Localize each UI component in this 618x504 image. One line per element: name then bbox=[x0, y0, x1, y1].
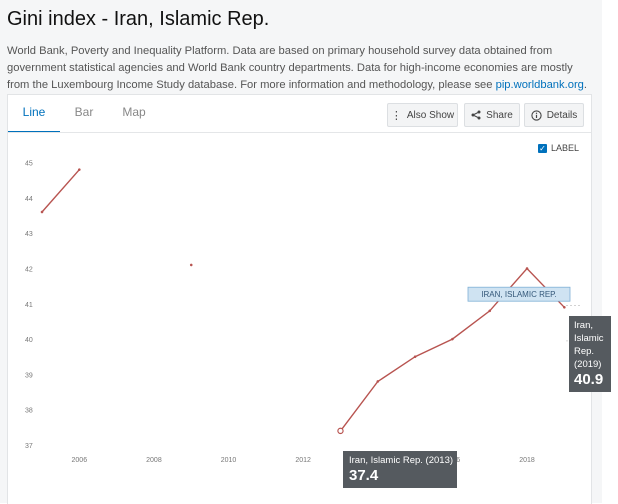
tooltip-2019-line-2: Islamic bbox=[574, 333, 604, 344]
tooltip-2013-value: 37.4 bbox=[349, 467, 379, 484]
page-description: World Bank, Poverty and Inequality Platf… bbox=[7, 43, 592, 94]
tooltip-2019: Iran, Islamic Rep. (2019) 40.9 bbox=[569, 316, 611, 392]
details-button[interactable]: Details bbox=[524, 103, 584, 127]
tooltip-2019-line-3: Rep. bbox=[574, 346, 595, 357]
pip-link[interactable]: pip.worldbank.org bbox=[495, 79, 584, 91]
label-toggle-text: LABEL bbox=[551, 143, 580, 153]
tooltip-2019-value: 40.9 bbox=[574, 371, 604, 388]
share-icon bbox=[471, 110, 481, 120]
checkbox-checked-icon[interactable]: ✓ bbox=[538, 143, 547, 153]
data-point bbox=[488, 309, 492, 313]
also-show-label: Also Show bbox=[406, 109, 455, 121]
x-tick-label: 2018 bbox=[519, 457, 535, 464]
y-tick-label: 39 bbox=[25, 372, 33, 379]
data-point bbox=[525, 267, 529, 270]
also-show-button[interactable]: ⋮ Also Show bbox=[387, 103, 458, 127]
more-vertical-icon: ⋮ bbox=[390, 109, 402, 122]
label-toggle[interactable]: ✓ LABEL bbox=[538, 143, 579, 153]
data-point bbox=[562, 305, 566, 309]
series-label: IRAN, ISLAMIC REP. bbox=[481, 290, 556, 299]
tab-divider bbox=[8, 132, 591, 133]
tab-map[interactable]: Map bbox=[122, 105, 146, 119]
x-tick-label: 2010 bbox=[221, 457, 237, 464]
data-point bbox=[451, 337, 454, 341]
tooltip-2013-text: Iran, Islamic Rep. (2013) bbox=[349, 455, 454, 466]
data-point bbox=[189, 263, 193, 267]
description-text: World Bank, Poverty and Inequality Platf… bbox=[7, 45, 573, 91]
y-tick-label: 42 bbox=[25, 266, 33, 273]
tooltip-2019-line-4: (2019) bbox=[574, 359, 602, 370]
data-point bbox=[413, 355, 417, 359]
tab-bar[interactable]: Bar bbox=[74, 105, 94, 119]
share-label: Share bbox=[486, 109, 513, 121]
y-tick-label: 37 bbox=[25, 443, 33, 450]
x-tick-label: 2006 bbox=[72, 457, 88, 464]
page-title: Gini index - Iran, Islamic Rep. bbox=[7, 8, 270, 30]
y-tick-label: 41 bbox=[25, 302, 33, 309]
data-point bbox=[77, 168, 81, 172]
data-point bbox=[40, 210, 44, 214]
share-button[interactable]: Share bbox=[464, 103, 520, 127]
y-tick-label: 43 bbox=[25, 231, 33, 238]
description-end: . bbox=[583, 79, 588, 91]
data-point bbox=[337, 427, 344, 435]
tooltip-2019-line-1: Iran, bbox=[574, 320, 594, 331]
x-tick-label: 2012 bbox=[295, 457, 311, 464]
x-tick-label: 2008 bbox=[146, 457, 162, 464]
details-label: Details bbox=[546, 109, 578, 121]
y-tick-label: 45 bbox=[25, 161, 33, 168]
data-point bbox=[376, 380, 380, 383]
y-tick-label: 44 bbox=[25, 196, 33, 203]
y-tick-label: 38 bbox=[25, 408, 33, 415]
y-tick-label: 40 bbox=[25, 337, 33, 344]
series-line bbox=[41, 169, 80, 213]
chart-card: Line Bar Map ⋮ Also Show Share Details ✓… bbox=[7, 94, 592, 504]
tooltip-2013: Iran, Islamic Rep. (2013) 37.4 bbox=[343, 451, 457, 488]
info-icon bbox=[531, 109, 542, 121]
series-label-box bbox=[467, 286, 571, 302]
